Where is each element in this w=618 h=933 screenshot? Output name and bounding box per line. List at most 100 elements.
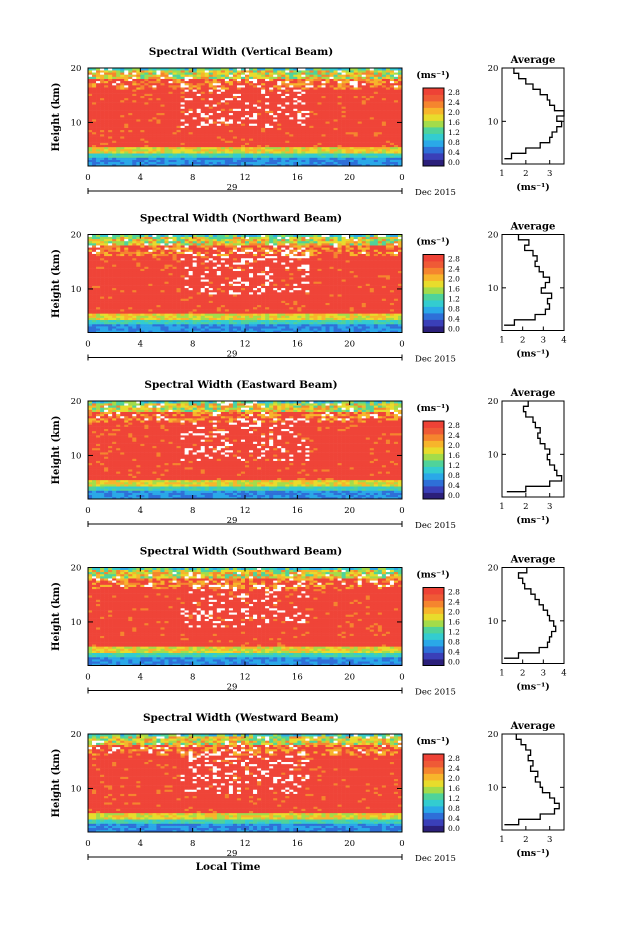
heatmap-cell bbox=[313, 328, 317, 330]
heatmap-cell bbox=[124, 151, 128, 153]
heatmap-cell bbox=[148, 70, 152, 72]
heatmap-cell bbox=[173, 313, 177, 315]
heatmap-cell bbox=[160, 147, 164, 149]
heatmap-cell bbox=[120, 72, 124, 74]
heatmap-cell bbox=[124, 117, 128, 119]
heatmap-cell bbox=[241, 132, 245, 134]
heatmap-cell bbox=[313, 113, 317, 115]
heatmap-cell bbox=[140, 72, 144, 74]
heatmap-cell bbox=[233, 324, 237, 326]
heatmap-cell bbox=[265, 132, 269, 134]
heatmap-cell bbox=[354, 74, 358, 76]
heatmap-cell bbox=[120, 315, 124, 317]
heatmap-cell bbox=[358, 102, 362, 104]
heatmap-cell bbox=[386, 307, 390, 309]
heatmap-cell bbox=[390, 328, 394, 330]
heatmap-cell bbox=[140, 140, 144, 142]
heatmap-cell bbox=[269, 96, 273, 98]
heatmap-cell bbox=[281, 106, 285, 108]
heatmap-cell bbox=[326, 318, 330, 320]
heatmap-cell bbox=[197, 326, 201, 328]
heatmap-cell bbox=[334, 162, 338, 164]
heatmap-cell bbox=[269, 119, 273, 121]
heatmap-cell bbox=[269, 309, 273, 311]
heatmap-cell bbox=[217, 117, 221, 119]
heatmap-cell bbox=[209, 128, 213, 130]
heatmap-cell bbox=[362, 153, 366, 155]
heatmap-cell bbox=[100, 147, 104, 149]
heatmap-cell bbox=[313, 162, 317, 164]
heatmap-cell bbox=[197, 145, 201, 147]
heatmap-cell bbox=[358, 134, 362, 136]
heatmap-cell bbox=[173, 303, 177, 305]
heatmap-cell bbox=[301, 102, 305, 104]
heatmap-cell bbox=[382, 108, 386, 110]
heatmap-cell bbox=[112, 94, 116, 96]
heatmap-cell bbox=[382, 102, 386, 104]
heatmap-cell bbox=[104, 157, 108, 159]
heatmap-cell bbox=[148, 85, 152, 87]
heatmap-cell bbox=[362, 94, 366, 96]
heatmap-cell bbox=[257, 315, 261, 317]
heatmap-cell bbox=[108, 98, 112, 100]
heatmap-cell bbox=[92, 313, 96, 315]
heatmap-cell bbox=[221, 149, 225, 151]
heatmap-cell bbox=[374, 85, 378, 87]
heatmap-cell bbox=[374, 301, 378, 303]
heatmap-cell bbox=[386, 143, 390, 145]
heatmap-cell bbox=[160, 149, 164, 151]
heatmap-cell bbox=[334, 151, 338, 153]
heatmap-cell bbox=[261, 149, 265, 151]
heatmap-cell bbox=[189, 160, 193, 162]
heatmap-cell bbox=[297, 94, 301, 96]
heatmap-cell bbox=[245, 89, 249, 91]
heatmap-cell bbox=[378, 104, 382, 106]
heatmap-cell bbox=[193, 307, 197, 309]
heatmap-cell bbox=[305, 128, 309, 130]
heatmap-cell bbox=[273, 151, 277, 153]
heatmap-cell bbox=[225, 91, 229, 93]
heatmap-cell bbox=[96, 296, 100, 298]
heatmap-cell bbox=[390, 111, 394, 113]
heatmap-cell bbox=[390, 104, 394, 106]
heatmap-cell bbox=[313, 119, 317, 121]
heatmap-cell bbox=[104, 96, 108, 98]
heatmap-cell bbox=[358, 153, 362, 155]
heatmap-cell bbox=[245, 100, 249, 102]
heatmap-cell bbox=[213, 155, 217, 157]
heatmap-cell bbox=[338, 91, 342, 93]
heatmap-cell bbox=[148, 318, 152, 320]
heatmap-cell bbox=[386, 72, 390, 74]
heatmap-cell bbox=[217, 85, 221, 87]
heatmap-cell bbox=[297, 307, 301, 309]
heatmap-cell bbox=[173, 296, 177, 298]
heatmap-cell bbox=[148, 121, 152, 123]
heatmap-cell bbox=[257, 94, 261, 96]
heatmap-cell bbox=[132, 121, 136, 123]
heatmap-cell bbox=[233, 115, 237, 117]
heatmap-cell bbox=[305, 307, 309, 309]
heatmap-cell bbox=[321, 108, 325, 110]
heatmap-cell bbox=[233, 91, 237, 93]
heatmap-cell bbox=[213, 328, 217, 330]
heatmap-cell bbox=[217, 138, 221, 140]
heatmap-cell bbox=[229, 117, 233, 119]
heatmap-cell bbox=[213, 111, 217, 113]
heatmap-cell bbox=[350, 140, 354, 142]
heatmap-cell bbox=[370, 128, 374, 130]
heatmap-cell bbox=[132, 313, 136, 315]
heatmap-cell bbox=[370, 157, 374, 159]
heatmap-cell bbox=[136, 301, 140, 303]
heatmap-cell bbox=[169, 324, 173, 326]
heatmap-cell bbox=[330, 315, 334, 317]
heatmap-cell bbox=[120, 85, 124, 87]
heatmap-cell bbox=[120, 298, 124, 300]
heatmap-cell bbox=[144, 153, 148, 155]
heatmap-cell bbox=[132, 130, 136, 132]
heatmap-cell bbox=[249, 155, 253, 157]
heatmap-cell bbox=[342, 87, 346, 89]
heatmap-cell bbox=[241, 123, 245, 125]
heatmap-cell bbox=[354, 77, 358, 79]
heatmap-cell bbox=[273, 83, 277, 85]
heatmap-cell bbox=[338, 315, 342, 317]
